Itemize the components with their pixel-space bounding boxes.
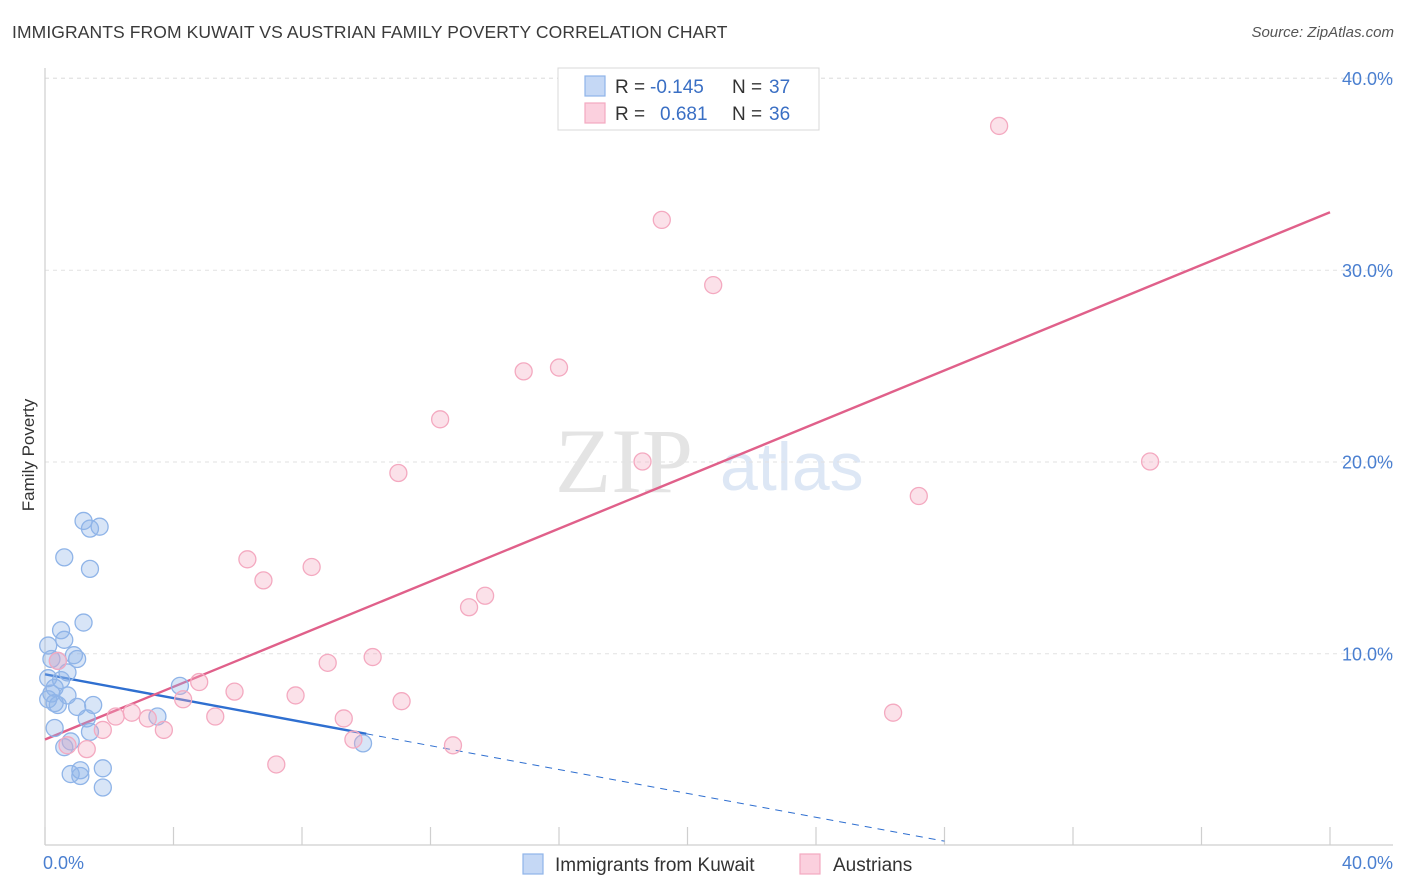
point-s1-32: [883, 703, 903, 722]
bottom-label-kuwait: Immigrants from Kuwait: [555, 855, 755, 876]
point-s1-33: [909, 486, 928, 506]
point-s1-7: [154, 720, 174, 740]
point-s1-5: [122, 703, 141, 722]
legend-swatch-austrians: [584, 102, 606, 124]
point-s0-25: [93, 759, 112, 778]
legend-n-label-2: N =: [732, 104, 762, 125]
legend-n-value-2: 36: [769, 104, 790, 125]
legend-r-value-2: 0.681: [660, 104, 708, 125]
point-s1-1: [58, 736, 77, 755]
point-s0-7: [45, 718, 64, 738]
legend-n-label-1: N =: [732, 77, 762, 98]
point-s1-12: [238, 550, 257, 569]
point-s0-1: [42, 649, 61, 669]
point-s1-15: [286, 686, 305, 705]
point-s1-9: [190, 672, 209, 692]
point-s1-24: [443, 736, 463, 755]
point-s1-22: [389, 463, 408, 483]
point-s0-24: [71, 766, 90, 786]
x-tick-label-1: 40.0%: [1342, 853, 1393, 873]
point-s0-31: [90, 517, 109, 536]
point-s0-33: [170, 676, 190, 695]
legend-swatch-kuwait: [584, 75, 606, 97]
point-s1-4: [106, 707, 125, 726]
point-s0-13: [67, 649, 87, 669]
bottom-swatch-austrians: [799, 853, 821, 875]
point-s0-3: [42, 684, 61, 703]
point-s0-0: [39, 636, 58, 655]
point-s1-6: [138, 709, 157, 728]
chart-title: IMMIGRANTS FROM KUWAIT VS AUSTRIAN FAMIL…: [12, 22, 728, 42]
point-s0-27: [55, 548, 74, 567]
source-label: Source: ZipAtlas.com: [1251, 24, 1394, 41]
legend-n-value-1: 37: [769, 77, 790, 98]
point-s0-36: [45, 678, 64, 697]
y-axis-title: Family Poverty: [19, 398, 38, 511]
point-s0-21: [55, 738, 74, 757]
correlation-legend: R = -0.145 N = 37 R = 0.681 N = 36: [557, 67, 820, 131]
point-s1-11: [225, 682, 244, 701]
point-s0-28: [80, 559, 100, 579]
point-s0-26: [93, 778, 112, 797]
x-tick-label-0: 0.0%: [43, 853, 84, 873]
bottom-swatch-kuwait: [522, 853, 544, 875]
trend-line-1: [44, 211, 1331, 741]
point-s1-10: [206, 707, 225, 726]
point-s1-34: [989, 116, 1009, 136]
point-s1-29: [633, 452, 652, 471]
watermark-zip: ZIP: [555, 410, 693, 512]
point-s1-19: [344, 730, 363, 749]
y-tick-labels: 10.0% 20.0% 30.0% 40.0%: [1342, 69, 1393, 664]
point-s0-32: [74, 613, 93, 632]
point-s1-31: [704, 275, 723, 295]
trend-lines: [44, 211, 1331, 842]
trend-line-0: [44, 673, 367, 735]
watermark-atlas: atlas: [720, 429, 864, 505]
point-s1-0: [48, 651, 67, 671]
y-tick-label-0: 10.0%: [1342, 644, 1393, 664]
point-s1-35: [1140, 452, 1160, 471]
point-s1-16: [302, 557, 321, 577]
point-s0-9: [55, 630, 74, 649]
point-s1-2: [77, 739, 96, 759]
axes: [44, 68, 1393, 846]
point-s1-25: [459, 598, 479, 617]
point-s0-18: [84, 695, 103, 715]
point-s1-18: [334, 709, 353, 728]
point-s0-35: [353, 734, 373, 753]
point-s1-26: [475, 586, 495, 605]
y-tick-label-1: 20.0%: [1342, 453, 1393, 473]
point-s1-17: [318, 653, 337, 672]
point-s0-8: [51, 621, 71, 640]
point-s1-27: [514, 362, 533, 381]
series-legend: Immigrants from Kuwait Austrians: [522, 853, 912, 876]
point-s1-20: [363, 647, 382, 667]
legend-r-label-2: R =: [615, 104, 645, 125]
point-s1-3: [93, 720, 112, 740]
point-s1-28: [549, 358, 569, 377]
bottom-label-austrians: Austrians: [833, 855, 912, 876]
point-s1-21: [392, 692, 411, 711]
point-s1-13: [254, 571, 273, 590]
point-s1-8: [173, 690, 193, 709]
x-tick-labels: 0.0% 40.0%: [43, 853, 1393, 873]
point-s1-14: [267, 755, 286, 774]
point-s1-30: [652, 210, 671, 230]
y-tick-label-3: 40.0%: [1342, 69, 1393, 89]
y-tick-label-2: 30.0%: [1342, 261, 1393, 281]
point-s1-23: [430, 410, 450, 429]
point-s0-6: [48, 695, 67, 715]
legend-r-value-1: -0.145: [650, 77, 704, 98]
data-points: [39, 116, 1160, 797]
point-s0-23: [71, 761, 90, 780]
legend-r-label-1: R =: [615, 77, 645, 98]
